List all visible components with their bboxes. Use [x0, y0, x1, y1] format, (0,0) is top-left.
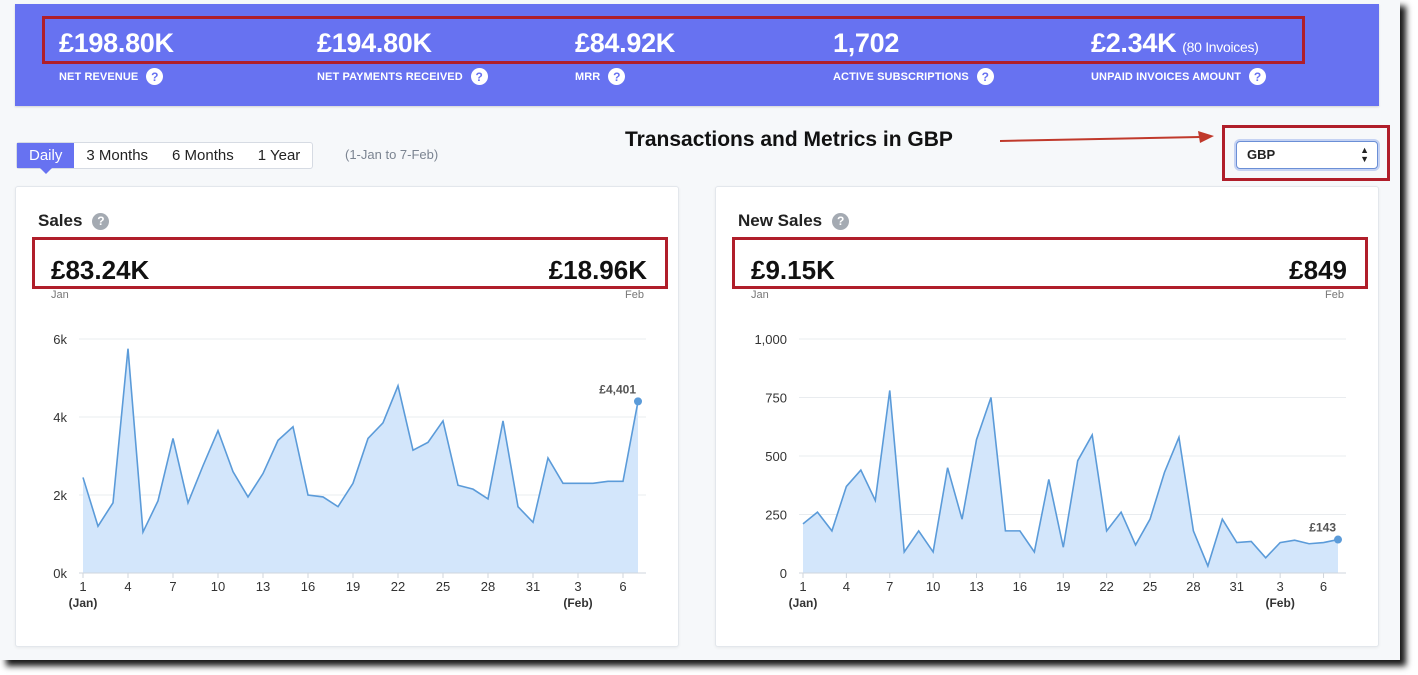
currency-highlight-box	[1222, 125, 1390, 181]
x-sub-label: (Feb)	[563, 596, 592, 610]
x-tick-label: 1	[799, 579, 806, 594]
x-tick-label: 16	[1013, 579, 1027, 594]
metrics-banner: £198.80K NET REVENUE? £194.80K NET PAYME…	[15, 4, 1379, 106]
metric-label: NET REVENUE?	[59, 68, 164, 85]
sales-chart[interactable]: 0k 2k 4k 6k £4,401 1 4 7 10 13 16 19 22 25 28 31 3 6 (Jan)…	[16, 317, 680, 617]
new-sales-card: New Sales? £9.15K £849 Jan Feb 0 250 500 75…	[715, 186, 1379, 647]
currency-select[interactable]: GBP ▲ ▼	[1236, 141, 1378, 169]
x-tick-label: 31	[1230, 579, 1244, 594]
metric-value: £84.92K	[575, 28, 675, 58]
y-tick-label: 6k	[53, 332, 67, 347]
end-period-label: Feb	[625, 289, 644, 301]
metric-label: MRR?	[575, 68, 626, 85]
x-tick-label: 6	[619, 579, 626, 594]
y-tick-label: 500	[765, 449, 787, 464]
y-tick-label: 4k	[53, 410, 67, 425]
x-tick-label: 13	[256, 579, 270, 594]
card-title: New Sales?	[738, 211, 850, 231]
start-value: £9.15K	[751, 255, 835, 285]
metric-label: UNPAID INVOICES AMOUNT?	[1091, 68, 1267, 85]
series-line	[802, 390, 1339, 569]
help-icon[interactable]: ?	[976, 68, 994, 85]
y-tick-label: 2k	[53, 488, 67, 503]
metric-value: £2.34K (80 Invoices)	[1091, 28, 1259, 58]
x-tick-label: 25	[1143, 579, 1157, 594]
x-sub-label: (Jan)	[789, 596, 818, 610]
x-tick-label: 10	[926, 579, 940, 594]
card-title: Sales?	[38, 211, 110, 231]
x-tick-label: 19	[1056, 579, 1070, 594]
x-tick-label: 25	[436, 579, 450, 594]
end-period-label: Feb	[1325, 289, 1344, 301]
start-period-label: Jan	[51, 289, 69, 301]
start-period-label: Jan	[751, 289, 769, 301]
last-point-label: £143	[1309, 521, 1336, 535]
new-sales-chart[interactable]: 0 250 500 750 1,000 £143 1 4 7 10 13 16 19 22 25 28 31 3 6…	[716, 317, 1380, 617]
metric-value: 1,702	[833, 28, 900, 58]
tab-daily[interactable]: Daily	[17, 143, 75, 174]
metrics-highlight-box	[42, 16, 1305, 64]
annotation-text: Transactions and Metrics in GBP	[625, 128, 953, 151]
x-sub-label: (Jan)	[69, 596, 98, 610]
x-tick-label: 31	[526, 579, 540, 594]
x-tick-label: 7	[169, 579, 176, 594]
x-tick-label: 22	[1099, 579, 1113, 594]
x-tick-label: 7	[886, 579, 893, 594]
help-icon[interactable]: ?	[146, 68, 164, 85]
x-tick-label: 3	[574, 579, 581, 594]
metric-label: NET PAYMENTS RECEIVED?	[317, 68, 488, 85]
tab-3-months[interactable]: 3 Months	[86, 147, 149, 164]
x-tick-label: 4	[843, 579, 850, 594]
metric-label: ACTIVE SUBSCRIPTIONS?	[833, 68, 994, 85]
x-tick-label: 4	[124, 579, 131, 594]
dashboard-page: £198.80K NET REVENUE? £194.80K NET PAYME…	[15, 4, 1390, 647]
y-tick-label: 0k	[53, 566, 67, 581]
help-icon[interactable]: ?	[92, 212, 110, 230]
invoice-count: (80 Invoices)	[1182, 39, 1259, 55]
x-tick-label: 28	[1186, 579, 1200, 594]
tab-1-year[interactable]: 1 Year	[257, 147, 301, 164]
period-tabs: Daily 3 Months 6 Months 1 Year	[16, 142, 314, 174]
x-tick-label: 19	[346, 579, 360, 594]
last-point-label: £4,401	[599, 382, 636, 396]
x-tick-label: 3	[1277, 579, 1284, 594]
y-tick-label: 1,000	[754, 332, 787, 347]
help-icon[interactable]: ?	[470, 68, 488, 85]
x-sub-label: (Feb)	[1265, 596, 1294, 610]
annotation-arrow-icon	[1000, 131, 1214, 143]
start-value: £83.24K	[51, 255, 150, 285]
help-icon[interactable]: ?	[832, 212, 850, 230]
last-point-marker	[634, 397, 642, 406]
help-icon[interactable]: ?	[1249, 68, 1267, 85]
y-tick-label: 0	[780, 566, 787, 581]
y-tick-label: 750	[765, 391, 787, 406]
x-tick-label: 10	[211, 579, 225, 594]
tab-6-months[interactable]: 6 Months	[172, 147, 234, 164]
x-tick-label: 28	[481, 579, 495, 594]
series-area	[803, 390, 1338, 573]
metric-value: £194.80K	[317, 28, 432, 58]
end-value: £18.96K	[548, 255, 647, 285]
currency-selected-value: GBP	[1247, 147, 1276, 162]
x-tick-label: 6	[1320, 579, 1327, 594]
x-tick-label: 13	[969, 579, 983, 594]
x-tick-label: 16	[301, 579, 315, 594]
last-point-marker	[1334, 535, 1342, 544]
y-tick-label: 250	[765, 508, 787, 523]
series-line	[82, 348, 639, 536]
metric-value: £198.80K	[59, 28, 174, 58]
end-value: £849	[1289, 255, 1347, 285]
help-icon[interactable]: ?	[608, 68, 626, 85]
sales-card: Sales? £83.24K £18.96K Jan Feb 0k 2k 4k 6k £…	[15, 186, 679, 647]
values-highlight-box: £83.24K £18.96K	[32, 237, 668, 289]
values-highlight-box: £9.15K £849	[732, 237, 1368, 289]
select-caret-icon: ▲ ▼	[1360, 145, 1369, 164]
x-tick-label: 22	[391, 579, 405, 594]
date-range-note: (1-Jan to 7-Feb)	[345, 147, 439, 162]
x-tick-label: 1	[79, 579, 86, 594]
